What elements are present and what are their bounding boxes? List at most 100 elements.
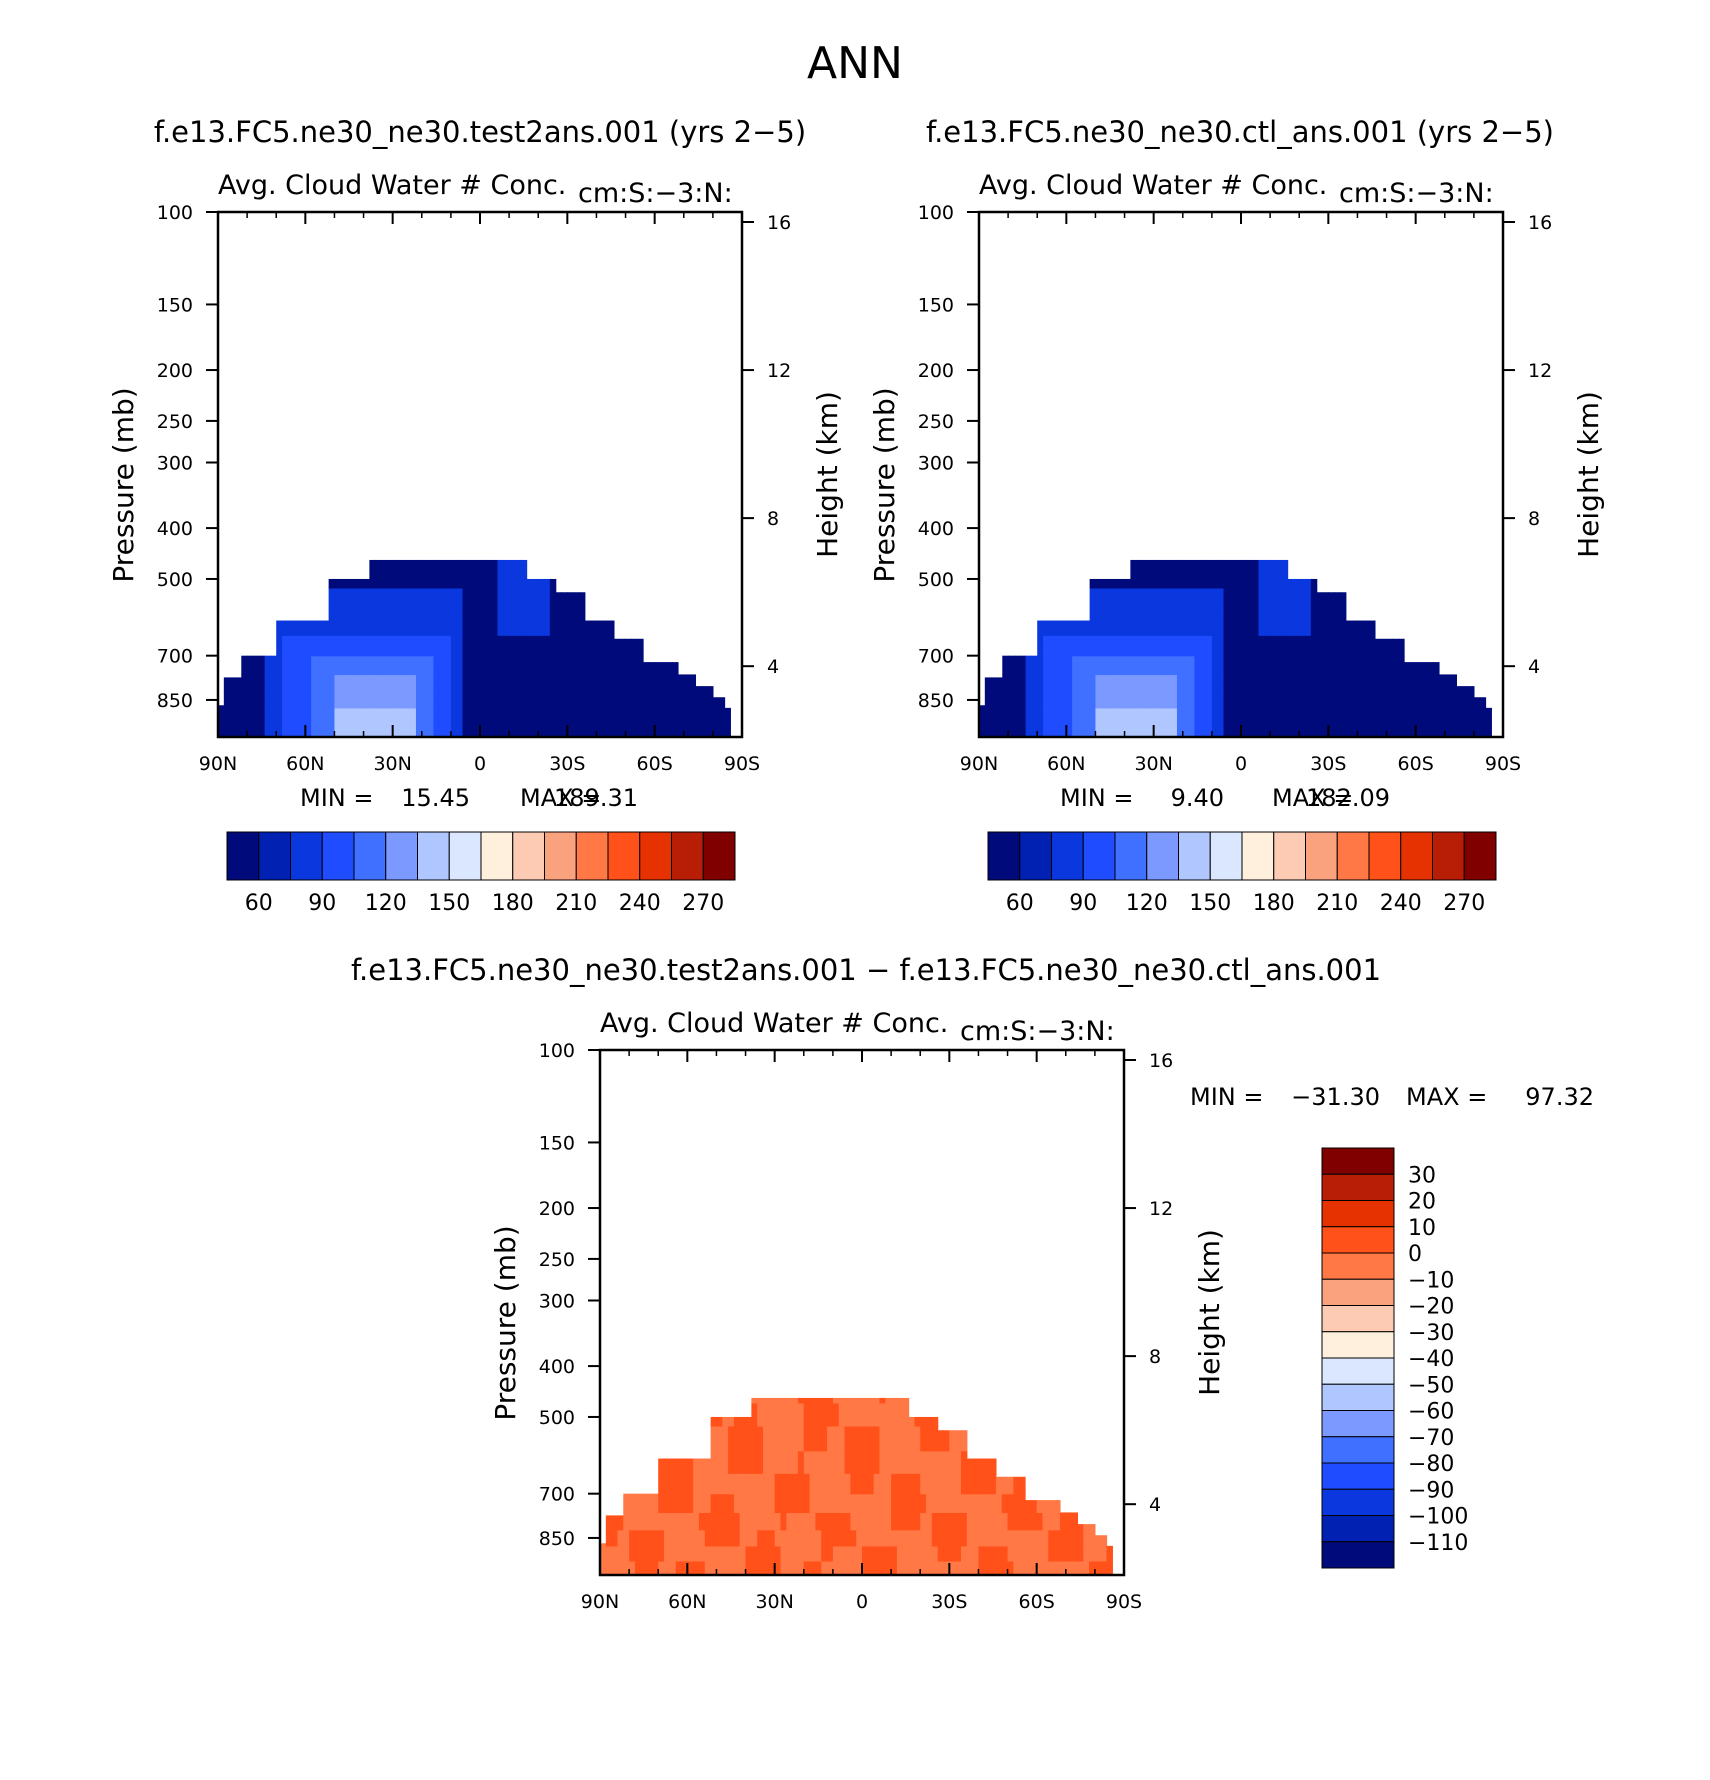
field-cell (392, 564, 400, 589)
field-cell (990, 722, 998, 738)
field-cell (1077, 722, 1085, 738)
field-cell (637, 691, 644, 709)
field-cell (381, 674, 388, 693)
field-cell (252, 655, 260, 676)
field-cell (1409, 691, 1417, 709)
field-cell (867, 1397, 875, 1404)
field-cell (914, 1493, 921, 1514)
field-cell (480, 691, 487, 709)
field-cell (555, 722, 563, 738)
field-cell (538, 674, 545, 693)
y-right-axis-label: Height (km) (811, 391, 844, 558)
field-cell (561, 592, 568, 614)
field-cell (728, 1493, 735, 1514)
field-cell (1206, 674, 1213, 693)
field-cell (602, 620, 609, 636)
field-cell (578, 674, 586, 693)
field-cell (838, 1397, 846, 1404)
field-cell (672, 674, 679, 693)
field-cell (1351, 691, 1359, 709)
field-cell (1118, 691, 1126, 709)
field-cell (931, 1529, 939, 1547)
field-cell (838, 1512, 846, 1531)
field-cell (1217, 722, 1225, 738)
colorbar-box (321, 831, 355, 881)
field-cell (1363, 655, 1370, 676)
field-cell (1089, 1524, 1096, 1531)
field-cell (1124, 635, 1131, 657)
field-cell (960, 1450, 968, 1474)
field-cell (1462, 686, 1469, 693)
field-cell (920, 1529, 927, 1547)
field-cell (803, 1560, 811, 1576)
colorbar-box (1321, 1357, 1395, 1385)
field-cell (780, 1512, 787, 1531)
field-cell (1351, 635, 1359, 657)
field-cell (739, 1512, 747, 1531)
field-cell (410, 691, 417, 709)
field-cell (821, 1529, 828, 1547)
field-cell (456, 674, 464, 693)
field-cell (1042, 1560, 1049, 1576)
field-cell (1072, 620, 1079, 636)
field-cell (891, 1529, 898, 1547)
field-cell (683, 722, 691, 738)
field-cell (763, 1560, 770, 1576)
field-cell (258, 707, 266, 724)
field-cell (634, 1512, 642, 1531)
field-cell (351, 635, 359, 657)
field-cell (669, 1545, 677, 1562)
y-tick-label: 100 (918, 202, 954, 224)
colorbar-box (1321, 1305, 1395, 1333)
field-cell (978, 1560, 985, 1576)
field-cell (369, 655, 376, 676)
field-cell (1176, 587, 1184, 614)
field-cell (960, 1545, 968, 1562)
field-cell (1054, 1512, 1061, 1531)
field-cell (340, 587, 347, 614)
field-cell (838, 1529, 846, 1547)
field-cell (1246, 674, 1254, 693)
field-cell (526, 587, 533, 614)
field-cell (625, 655, 632, 676)
field-cell (1433, 691, 1440, 709)
field-cell (1206, 559, 1213, 566)
field-cell (316, 722, 324, 738)
field-cell (1310, 707, 1318, 724)
field-cell (1043, 691, 1050, 709)
field-cell (1025, 1512, 1032, 1531)
field-cell (707, 691, 714, 709)
field-cell (879, 1450, 886, 1474)
field-cell (1229, 655, 1236, 676)
field-cell (1083, 1524, 1090, 1531)
field-cell (247, 691, 254, 709)
field-cell (1019, 1476, 1026, 1495)
field-cell (1211, 722, 1219, 738)
field-cell (631, 722, 638, 738)
field-cell (995, 1476, 1003, 1495)
colorbar-box (385, 831, 418, 881)
field-cell (710, 1529, 718, 1547)
field-cell (722, 1416, 729, 1427)
field-cell (363, 655, 370, 676)
field-cell (815, 1493, 822, 1514)
field-cell (728, 1529, 735, 1547)
field-cell (1334, 655, 1341, 676)
field-cell (590, 707, 598, 724)
field-cell (1264, 722, 1271, 738)
field-cell (1322, 691, 1329, 709)
field-cell (1107, 578, 1114, 589)
field-cell (1258, 635, 1265, 657)
y-right-axis-label: Height (km) (1193, 1229, 1226, 1396)
field-cell (850, 1529, 857, 1547)
field-cell (1159, 559, 1166, 566)
field-cell (1246, 587, 1254, 614)
field-cell (648, 707, 656, 724)
field-cell (1339, 722, 1347, 738)
field-cell (1188, 635, 1196, 657)
field-cell (1281, 635, 1289, 657)
field-cell (908, 1545, 915, 1562)
y-tick-label: 300 (157, 452, 193, 474)
field-cell (780, 1560, 787, 1576)
field-cell (561, 655, 568, 676)
